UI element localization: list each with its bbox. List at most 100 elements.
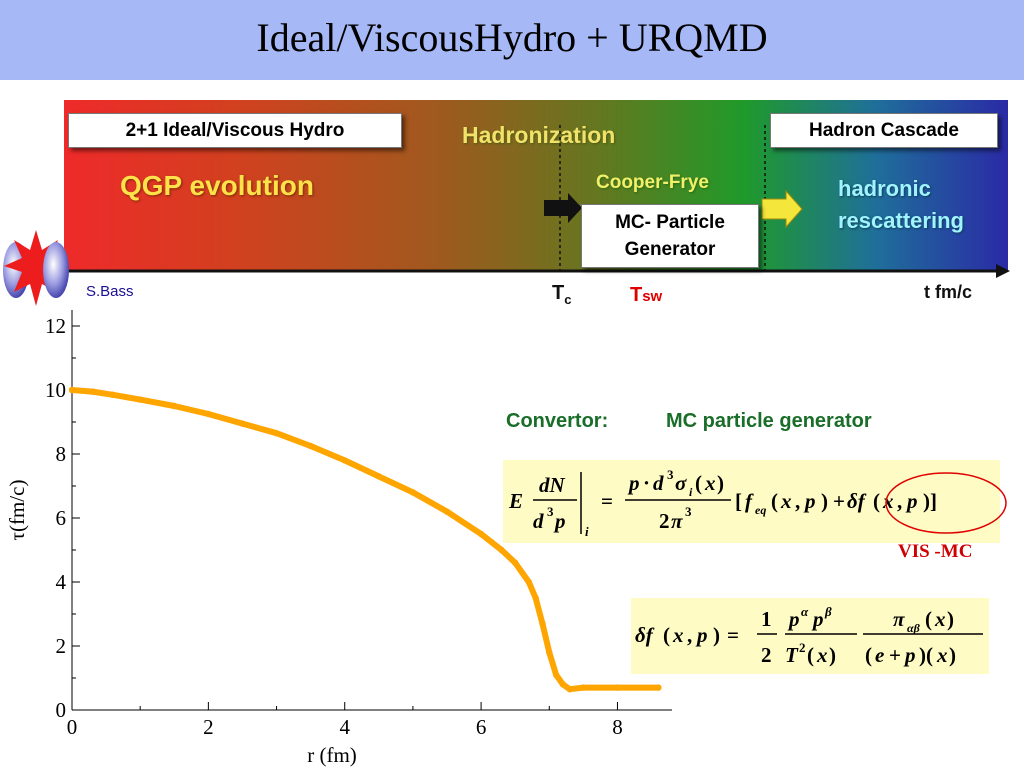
y-tick-label: 10 xyxy=(45,378,66,402)
svg-text:π: π xyxy=(671,509,683,533)
svg-text:d: d xyxy=(653,471,664,495)
black-arrow-icon xyxy=(544,193,582,223)
svg-text:p: p xyxy=(695,623,708,647)
x-tick-label: 4 xyxy=(339,715,350,739)
svg-text:)(: )( xyxy=(919,643,933,667)
svg-text:eq: eq xyxy=(755,503,766,517)
y-tick-label: 12 xyxy=(45,314,66,338)
qgp-evolution-label: QGP evolution xyxy=(120,170,314,201)
time-axis-label: t fm/c xyxy=(924,282,973,302)
data-point xyxy=(89,388,96,395)
svg-text:δf: δf xyxy=(847,489,867,513)
chart-ticks: 0 2 4 6 8 0 2 4 6 8 10 12 xyxy=(45,314,623,739)
svg-text:·: · xyxy=(643,471,650,495)
svg-text:α: α xyxy=(801,604,809,619)
chart-series xyxy=(68,386,662,693)
rescattering-label: rescattering xyxy=(838,208,964,233)
banner-overlay xyxy=(64,125,1010,278)
data-point xyxy=(477,530,485,538)
svg-text:p: p xyxy=(787,607,800,631)
svg-text:): ) xyxy=(829,643,836,667)
box-ideal-viscous-hydro: 2+1 Ideal/Viscous Hydro xyxy=(68,113,402,148)
y-axis-label: τ(fm/c) xyxy=(5,480,29,541)
credit-label: S.Bass xyxy=(86,283,134,300)
convertor-value: MC particle generator xyxy=(666,410,872,432)
data-point xyxy=(580,684,587,691)
svg-text:): ) xyxy=(821,489,828,513)
svg-text:δf: δf xyxy=(635,623,655,647)
svg-text:i: i xyxy=(585,524,589,539)
svg-text:αβ: αβ xyxy=(907,621,921,635)
data-point xyxy=(559,681,567,688)
vis-mc-label: VIS -MC xyxy=(898,541,973,562)
svg-text:,: , xyxy=(897,489,902,513)
data-point xyxy=(498,546,505,554)
tau-vs-r-chart: 0 2 4 6 8 0 2 4 6 8 10 12 r (fm) τ(fm/c) xyxy=(5,310,672,767)
delta-f-equation: δf ( x , p ) = 1 2 p α p β T 2 ( x ) π α… xyxy=(631,598,989,674)
data-point xyxy=(273,430,280,437)
tsw-label: Tsw xyxy=(630,284,662,307)
svg-text:(: ( xyxy=(807,643,814,667)
cooper-frye-equation: E dN d 3 p i = p · d 3 σ i ( x ) 2 π 3 [… xyxy=(503,460,1000,543)
y-tick-label: 4 xyxy=(56,570,67,594)
data-point xyxy=(566,686,573,693)
data-point xyxy=(614,684,621,691)
svg-text:3: 3 xyxy=(547,504,554,519)
tc-subscript: c xyxy=(564,292,572,307)
data-point xyxy=(546,649,553,656)
svg-text:)]: )] xyxy=(923,489,937,513)
y-tick-label: 0 xyxy=(56,698,67,722)
svg-text:=: = xyxy=(601,489,613,513)
x-axis-label: r (fm) xyxy=(307,743,357,767)
svg-text:E: E xyxy=(508,489,523,513)
chart-axes xyxy=(71,310,672,711)
data-point xyxy=(68,386,76,394)
svg-text:3: 3 xyxy=(667,467,674,482)
svg-text:(: ( xyxy=(925,607,932,631)
svg-text:x: x xyxy=(704,471,716,495)
tsw-symbol: T xyxy=(630,284,643,306)
x-tick-label: 0 xyxy=(67,715,78,739)
svg-text:π: π xyxy=(893,607,905,631)
svg-text:p: p xyxy=(811,607,824,631)
svg-text:x: x xyxy=(672,623,684,647)
svg-text:+: + xyxy=(833,489,845,513)
cooper-frye-formula: E dN d 3 p i = p · d 3 σ i ( x ) 2 π 3 [… xyxy=(508,467,937,539)
svg-text:(: ( xyxy=(873,489,880,513)
svg-text:2: 2 xyxy=(659,509,670,533)
svg-text:): ) xyxy=(717,471,724,495)
svg-text:d: d xyxy=(533,509,544,533)
svg-text:(: ( xyxy=(865,643,872,667)
convertor-label: Convertor: xyxy=(506,410,609,432)
data-point xyxy=(205,410,212,418)
time-axis-arrowhead xyxy=(996,264,1010,278)
svg-text:,: , xyxy=(795,489,800,513)
page-title: Ideal/ViscousHydro + URQMD xyxy=(256,15,768,60)
svg-text:,: , xyxy=(687,623,692,647)
svg-text:σ: σ xyxy=(675,471,687,495)
data-point xyxy=(655,684,662,691)
svg-text:3: 3 xyxy=(685,504,692,519)
svg-text:e: e xyxy=(875,643,884,667)
y-tick-label: 8 xyxy=(56,442,67,466)
x-tick-label: 2 xyxy=(203,715,214,739)
data-point xyxy=(136,396,144,403)
svg-text:p: p xyxy=(803,489,816,513)
svg-text:2: 2 xyxy=(761,643,772,667)
hadronization-label: Hadronization xyxy=(462,122,616,148)
data-point xyxy=(539,620,546,627)
cooper-frye-label: Cooper-Frye xyxy=(596,172,709,193)
svg-text:x: x xyxy=(934,607,946,631)
svg-text:+: + xyxy=(889,643,901,667)
svg-text:p: p xyxy=(903,643,916,667)
data-point xyxy=(552,671,560,678)
collision-icon xyxy=(3,230,70,306)
y-tick-label: 2 xyxy=(56,634,67,658)
svg-text:): ) xyxy=(713,623,720,647)
data-point xyxy=(307,442,314,450)
svg-text:β: β xyxy=(824,604,832,619)
svg-text:f: f xyxy=(745,489,754,513)
svg-text:dN: dN xyxy=(539,473,566,497)
data-point xyxy=(409,489,417,496)
svg-text:=: = xyxy=(727,623,739,647)
